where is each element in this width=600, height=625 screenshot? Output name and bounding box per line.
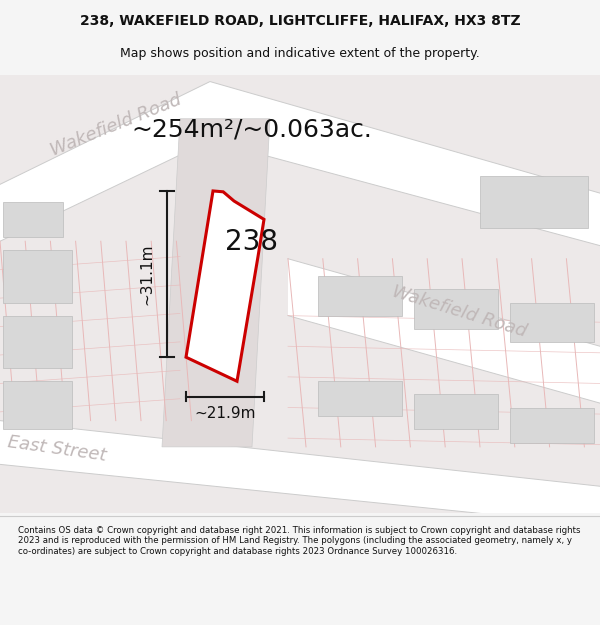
Polygon shape [288,259,600,403]
Polygon shape [0,421,600,526]
Bar [3,202,63,237]
Bar [3,316,72,368]
Bar [510,408,594,442]
Text: ~31.1m: ~31.1m [140,243,155,305]
Text: 238, WAKEFIELD ROAD, LIGHTCLIFFE, HALIFAX, HX3 8TZ: 238, WAKEFIELD ROAD, LIGHTCLIFFE, HALIFA… [80,14,520,28]
Text: ~21.9m: ~21.9m [194,406,256,421]
Polygon shape [186,191,264,381]
Text: Contains OS data © Crown copyright and database right 2021. This information is : Contains OS data © Crown copyright and d… [18,526,581,556]
Bar [510,302,594,342]
Bar [318,381,402,416]
Text: Wakefield Road: Wakefield Road [48,91,184,160]
Polygon shape [0,82,600,246]
Bar [3,250,72,302]
Polygon shape [162,119,270,447]
Text: Wakefield Road: Wakefield Road [390,282,529,340]
Text: ~254m²/~0.063ac.: ~254m²/~0.063ac. [131,118,373,142]
Text: 238: 238 [225,228,278,256]
Text: Map shows position and indicative extent of the property.: Map shows position and indicative extent… [120,48,480,61]
Text: East Street: East Street [6,433,107,465]
Bar [3,381,72,429]
Bar [414,394,498,429]
Bar [414,289,498,329]
Bar [318,276,402,316]
Bar [480,176,588,228]
